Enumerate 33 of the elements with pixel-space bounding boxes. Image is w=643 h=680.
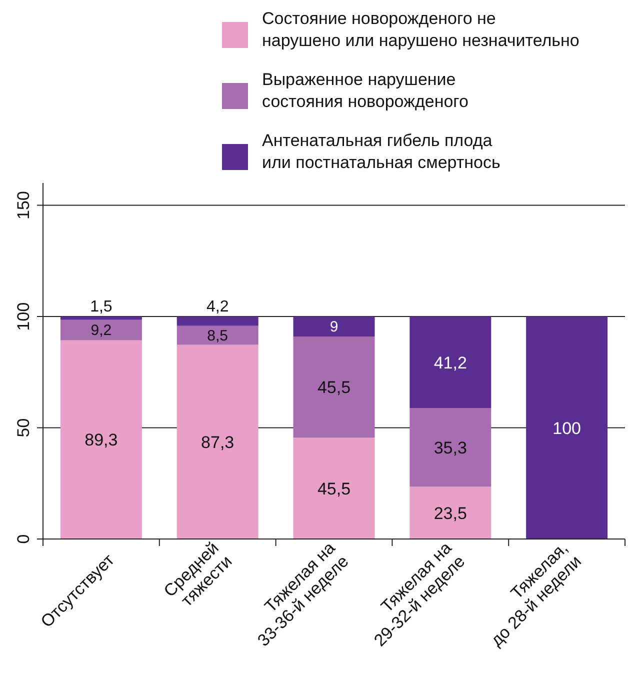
y-tick-label: 100 (14, 302, 33, 331)
bar (60, 320, 142, 340)
data-label: 9 (330, 318, 338, 336)
y-tick-label: 50 (14, 418, 33, 438)
bar (293, 438, 375, 539)
data-label: 9,2 (90, 322, 112, 340)
data-label: 4,2 (206, 298, 229, 316)
bar (410, 408, 492, 487)
bar (60, 316, 142, 320)
bar (410, 316, 492, 408)
legend-label: Выраженное нарушение состояния новорожденого (262, 70, 468, 111)
bar (60, 340, 142, 539)
data-label: 87,3 (201, 432, 234, 452)
data-label: 100 (552, 418, 581, 438)
bar (410, 486, 492, 539)
bar (176, 316, 258, 326)
data-label: 35,3 (434, 438, 467, 458)
bar (293, 316, 375, 337)
data-label: 8,5 (207, 327, 228, 344)
legend-label: Состояние новорожденого не нарушено или нарушено незначительно (262, 9, 580, 50)
data-label: 1,5 (90, 298, 112, 316)
y-tick-label: 0 (14, 534, 33, 544)
data-label: 41,2 (434, 353, 467, 372)
bar (293, 336, 375, 438)
data-label: 89,3 (84, 430, 118, 450)
bar (526, 316, 608, 539)
legend-label: Антенатальная гибель плода или постнатальная смертнось (262, 131, 500, 172)
y-tick-label: 150 (14, 191, 33, 220)
bar (176, 344, 258, 539)
data-label: 23,5 (434, 504, 467, 523)
data-label: 45,5 (317, 479, 351, 498)
data-label: 45,5 (317, 378, 351, 398)
bar (176, 326, 258, 345)
